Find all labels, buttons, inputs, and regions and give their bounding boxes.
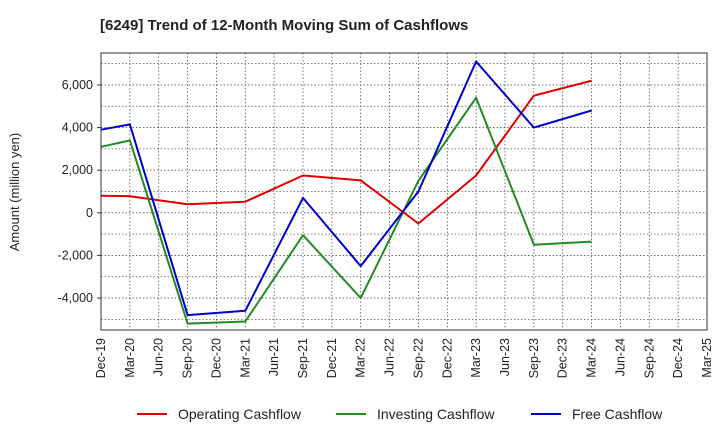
x-tick-label: Mar-22 [354,338,368,378]
legend-label: Free Cashflow [572,406,663,422]
y-tick-label: 4,000 [62,121,93,135]
x-tick-label: Sep-24 [642,338,656,378]
grid [100,53,708,330]
y-tick-label: 6,000 [62,78,93,92]
x-tick-label: Dec-21 [325,338,339,378]
series-line-free-cashflow [100,60,592,317]
plot-frame [100,52,708,331]
x-tick-label: Dec-22 [440,338,454,378]
x-tick-label: Mar-20 [123,338,137,378]
x-tick-label: Sep-21 [296,338,310,378]
legend-label: Investing Cashflow [377,406,495,422]
x-tick-label: Dec-24 [671,338,685,378]
x-tick-label: Dec-20 [209,338,223,378]
x-tick-label: Jun-22 [383,338,397,376]
y-tick-label: 0 [86,206,93,220]
y-axis-label: Amount (million yen) [7,133,22,252]
series-layer [100,60,592,325]
x-tick-label: Mar-21 [238,338,252,378]
x-tick-label: Dec-23 [556,338,570,378]
series-line-investing-cashflow [100,96,592,325]
x-tick-label: Mar-25 [700,338,714,378]
x-tick-label: Sep-20 [181,338,195,378]
x-tick-label: Dec-19 [94,338,108,378]
x-tick-label: Jun-21 [267,338,281,376]
x-tick-label: Sep-23 [527,338,541,378]
x-tick-label: Mar-23 [469,338,483,378]
x-tick-label: Mar-24 [585,338,599,378]
y-tick-label: 2,000 [62,163,93,177]
ticks: Dec-19 Mar-20 Jun-20 Sep-20 Dec-20 Mar-21 Jun-… [58,78,714,378]
x-tick-label: Sep-22 [411,338,425,378]
series-line-operating-cashflow [100,79,592,225]
x-tick-label: Jun-20 [152,338,166,376]
chart-title: [6249] Trend of 12-Month Moving Sum of C… [100,17,468,34]
legend: Operating Cashflow Investing Cashflow Free… [137,406,663,422]
x-tick-label: Jun-24 [613,338,627,376]
y-tick-label: -4,000 [58,291,93,305]
legend-label: Operating Cashflow [178,406,302,422]
x-tick-label: Jun-23 [498,338,512,376]
y-tick-label: -2,000 [58,248,93,262]
